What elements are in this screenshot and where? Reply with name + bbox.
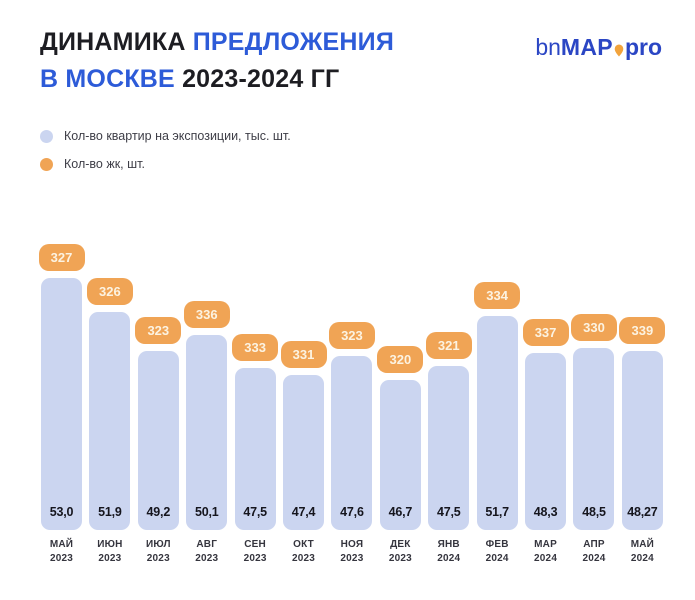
apartments-bar: 49,2 (137, 351, 179, 530)
apartments-bar: 48,27 (621, 351, 663, 530)
complex-count-badge: 327 (38, 244, 85, 271)
month-label: МАЙ 2024 (630, 539, 655, 564)
apartments-bar: 50,1 (186, 335, 228, 530)
month-label: МАЙ 2023 (49, 539, 74, 564)
bar-value-label: 46,7 (388, 505, 413, 519)
month-label: АПР 2024 (582, 539, 606, 564)
month-label: ЯНВ 2024 (437, 539, 461, 564)
month-label: НОЯ 2023 (340, 539, 364, 564)
bar-column: 336 50,1 АВГ 2023 (183, 238, 230, 570)
apartments-bar: 48,5 (573, 348, 615, 530)
month-label: ФЕВ 2024 (485, 539, 509, 564)
complex-count-badge: 321 (425, 332, 472, 359)
legend-label: Кол-во жк, шт. (64, 157, 145, 171)
bar-value-label: 53,0 (49, 505, 74, 519)
complex-count-badge: 333 (232, 334, 279, 361)
legend-dot-icon (40, 129, 53, 143)
legend-item: Кол-во квартир на экспозиции, тыс. шт. (40, 122, 291, 150)
month-label: ИЮЛ 2023 (145, 539, 171, 564)
bar-value-label: 48,3 (533, 505, 558, 519)
complex-count-badge: 320 (377, 346, 424, 373)
complex-count-badge: 330 (570, 314, 617, 341)
month-label: ДЕК 2023 (388, 539, 412, 564)
month-label: ИЮН 2023 (97, 539, 123, 564)
bar-column: 339 48,27 МАЙ 2024 (619, 238, 666, 570)
complex-count-badge: 326 (86, 278, 133, 305)
page-title: ДИНАМИКА ПРЕДЛОЖЕНИЯ В МОСКВЕ 2023-2024 … (40, 24, 394, 98)
chart-legend: Кол-во квартир на экспозиции, тыс. шт. Ко… (40, 122, 291, 178)
apartments-bar: 51,7 (476, 316, 518, 530)
logo-text-pro: pro (624, 34, 662, 60)
legend-label: Кол-во квартир на экспозиции, тыс. шт. (64, 129, 291, 143)
title-line-1: ДИНАМИКА ПРЕДЛОЖЕНИЯ (40, 24, 394, 61)
apartments-bar: 48,3 (525, 353, 567, 530)
title-word-dynamics: ДИНАМИКА (40, 28, 186, 56)
bar-column: 330 48,5 АПР 2024 (570, 238, 617, 570)
apartments-bar: 47,5 (234, 368, 276, 530)
title-word-years: 2023-2024 ГГ (182, 65, 340, 93)
legend-item: Кол-во жк, шт. (40, 150, 291, 178)
bar-value-label: 47,4 (291, 505, 316, 519)
bar-value-label: 48,27 (627, 505, 658, 519)
complex-count-badge: 323 (135, 317, 182, 344)
bar-column: 334 51,7 ФЕВ 2024 (474, 238, 521, 570)
month-label: АВГ 2023 (195, 539, 219, 564)
bar-value-label: 47,5 (436, 505, 461, 519)
apartments-bar: 51,9 (89, 312, 131, 530)
apartments-bar: 47,5 (428, 366, 470, 530)
bar-column: 327 53,0 МАЙ 2023 (38, 238, 85, 570)
title-word-supply: ПРЕДЛОЖЕНИЯ (192, 28, 395, 56)
complex-count-badge: 331 (280, 341, 327, 368)
apartments-bar: 46,7 (379, 380, 421, 530)
bar-column: 337 48,3 МАР 2024 (522, 238, 569, 570)
bar-column: 321 47,5 ЯНВ 2024 (425, 238, 472, 570)
bar-column: 333 47,5 СЕН 2023 (232, 238, 279, 570)
apartments-bar: 47,6 (331, 356, 373, 530)
bar-column: 323 49,2 ИЮЛ 2023 (135, 238, 182, 570)
month-label: СЕН 2023 (243, 539, 267, 564)
apartments-bar: 47,4 (283, 375, 325, 530)
complex-count-badge: 339 (619, 317, 666, 344)
complex-count-badge: 337 (522, 319, 569, 346)
bar-column: 326 51,9 ИЮН 2023 (86, 238, 133, 570)
bar-value-label: 47,5 (243, 505, 267, 519)
month-label: ОКТ 2023 (292, 539, 316, 564)
complex-count-badge: 323 (328, 322, 375, 349)
logo-text-bn: bn (535, 34, 561, 60)
bar-column: 331 47,4 ОКТ 2023 (280, 238, 327, 570)
legend-dot-icon (40, 157, 53, 171)
map-pin-icon (614, 44, 624, 57)
complex-count-badge: 336 (183, 301, 230, 328)
title-word-in-moscow: В МОСКВЕ (40, 65, 175, 93)
complex-count-badge: 334 (474, 282, 521, 309)
bar-value-label: 47,6 (340, 505, 364, 519)
apartments-bar: 53,0 (41, 278, 82, 530)
title-line-2: В МОСКВЕ 2023-2024 ГГ (40, 61, 394, 98)
bar-value-label: 51,9 (98, 505, 122, 519)
bar-column: 320 46,7 ДЕК 2023 (377, 238, 424, 570)
bar-value-label: 49,2 (146, 505, 171, 519)
bar-column: 323 47,6 НОЯ 2023 (328, 238, 375, 570)
month-label: МАР 2024 (534, 539, 558, 564)
bar-value-label: 50,1 (194, 505, 219, 519)
brand-logo: bn MAP pro (535, 34, 662, 60)
bar-value-label: 48,5 (582, 505, 606, 519)
chart-area: 327 53,0 МАЙ 2023 326 51,9 ИЮН 2023 323 49,2 ИЮЛ 20… (38, 238, 666, 570)
logo-text-map: MAP (560, 34, 613, 60)
bar-value-label: 51,7 (485, 505, 509, 519)
